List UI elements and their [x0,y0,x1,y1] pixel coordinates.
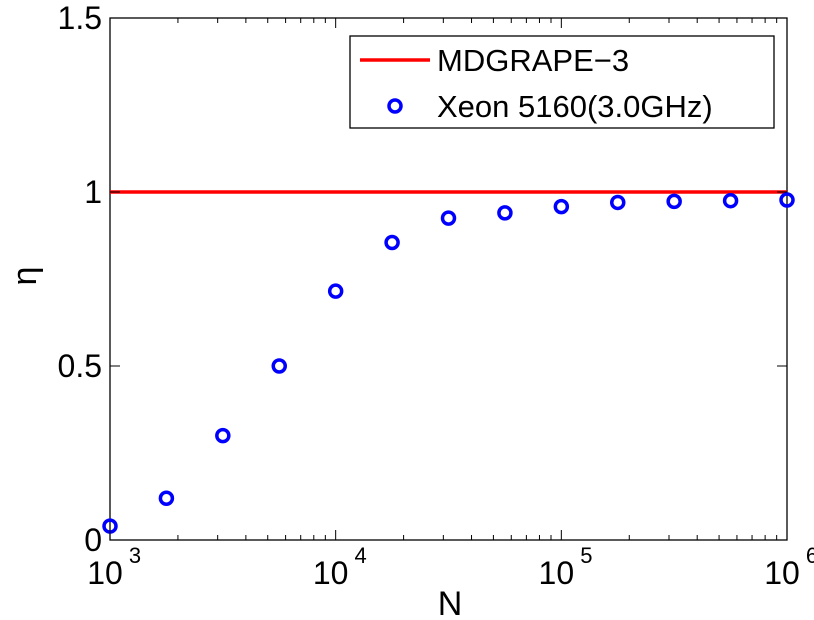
y-tick-label: 1.5 [58,0,102,36]
data-point [327,283,344,299]
data-point [440,210,457,226]
plot-area [102,17,795,541]
data-point [666,193,682,210]
y-tick-label: 1 [84,174,102,210]
legend-marker-swatch [387,98,403,114]
data-point [384,234,400,251]
data-point [215,427,231,444]
x-tick-label: 10 [764,555,800,591]
data-point [610,194,626,211]
x-tick-label-exponent: 3 [129,543,141,568]
legend-label: MDGRAPE−3 [437,43,629,78]
y-tick-label: 0.5 [58,348,102,384]
y-tick-label: 0 [84,522,102,558]
legend-label: Xeon 5160(3.0GHz) [437,89,713,124]
x-tick-label: 10 [87,555,123,591]
x-tick-label: 10 [539,555,575,591]
axes-box [109,17,788,541]
data-point [271,358,287,374]
legend-box [349,35,775,129]
data-point [722,192,739,209]
data-point [553,198,570,215]
x-tick-label-exponent: 5 [580,543,592,568]
x-axis-label: N [438,585,463,620]
data-point [779,192,795,208]
legend: MDGRAPE−3 Xeon 5160(3.0GHz) [349,35,775,129]
data-point [497,205,513,221]
x-tick-label-exponent: 6 [806,543,814,568]
x-tick-label: 10 [313,555,349,591]
axis-ticks: 10 3 10 4 10 5 10 600.511.5 [58,0,814,591]
data-point [158,490,175,506]
y-axis-label: η [6,267,44,286]
x-tick-label-exponent: 4 [355,543,367,568]
